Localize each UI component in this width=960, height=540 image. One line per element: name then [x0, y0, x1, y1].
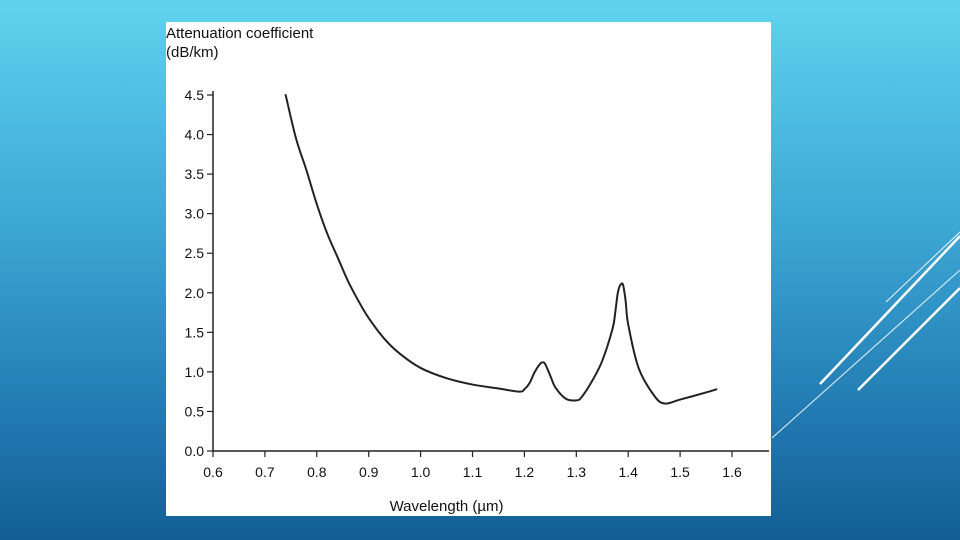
deco-line-3 — [885, 231, 960, 303]
x-axis-label: Wavelength (µm) — [390, 498, 504, 515]
x-tick-label: 1.2 — [515, 464, 535, 480]
y-axis-label-line2: (dB/km) — [166, 44, 219, 61]
x-tick-label: 0.7 — [255, 464, 275, 480]
x-tick-label: 0.9 — [359, 464, 379, 480]
x-tick-label: 0.8 — [307, 464, 327, 480]
attenuation-curve-line — [284, 94, 718, 405]
x-tick-label: 1.5 — [670, 464, 690, 480]
deco-line-1 — [771, 269, 960, 439]
y-axis-label-line1: Attenuation coefficient — [166, 25, 314, 42]
y-tick-label: 3.0 — [185, 206, 205, 222]
deco-line-4 — [857, 287, 960, 391]
attenuation-chart: 0.0 0.5 1.0 1.5 2.0 2.5 3.0 3.5 4.0 4.5 0.6 0.7 0.8 0… — [185, 87, 769, 515]
y-tick-label: 2.0 — [185, 285, 205, 301]
x-tick-label: 1.0 — [411, 464, 431, 480]
y-tick-label: 0.5 — [185, 403, 205, 419]
x-tick-label: 1.4 — [618, 464, 638, 480]
deco-line-2 — [819, 235, 960, 385]
x-tick-label: 0.6 — [203, 464, 223, 480]
y-tick-label: 0.0 — [185, 443, 205, 459]
x-tick-label: 1.3 — [567, 464, 587, 480]
y-tick-label: 2.5 — [185, 245, 205, 261]
y-tick-label: 1.5 — [185, 324, 205, 340]
y-tick-label: 3.5 — [185, 166, 205, 182]
y-tick-label: 1.0 — [185, 364, 205, 380]
y-tick-label: 4.0 — [185, 127, 205, 143]
x-tick-label: 1.1 — [463, 464, 483, 480]
chart-panel: Attenuation coefficient (dB/km) 0.0 0.5 1.… — [166, 22, 771, 516]
x-tick-label: 1.6 — [722, 464, 742, 480]
y-tick-label: 4.5 — [185, 87, 205, 103]
